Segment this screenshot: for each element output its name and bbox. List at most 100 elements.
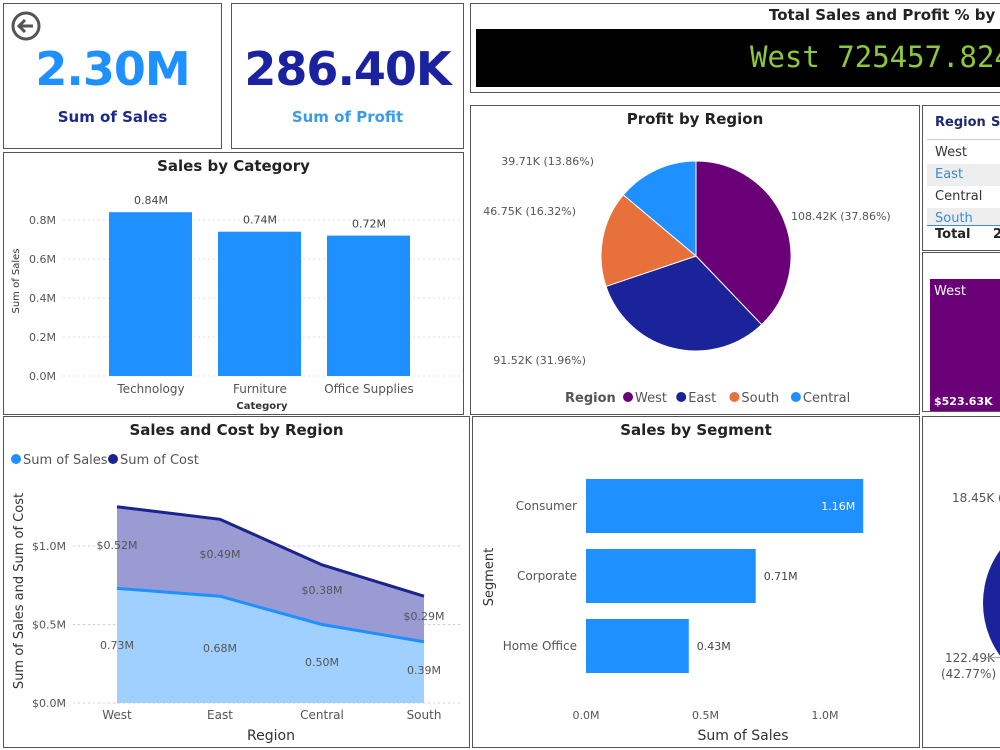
legend-item: Sum of Sales	[23, 453, 108, 468]
pie-slice[interactable]	[983, 513, 1000, 693]
data-label: 0.50M	[305, 656, 339, 669]
y-tick-label: 0.0M	[29, 370, 56, 383]
legend-marker[interactable]	[676, 392, 687, 402]
table-cell: Central	[935, 189, 983, 204]
x-tick-label: West	[102, 708, 132, 722]
y-tick-label: 0.4M	[29, 292, 56, 305]
ticker-title: Total Sales and Profit % by Re	[769, 6, 1000, 24]
x-tick-label: Office Supplies	[324, 382, 414, 396]
legend-marker[interactable]	[108, 454, 118, 464]
treemap-label: West	[934, 284, 966, 299]
data-label: 0.68M	[203, 642, 237, 655]
data-label: $0.29M	[404, 610, 445, 623]
table-total-value: 2	[993, 227, 1000, 242]
data-label: 0.73M	[100, 639, 134, 652]
x-tick-label: South	[407, 708, 442, 722]
legend-item: East	[688, 391, 716, 406]
data-label: 0.43M	[697, 640, 731, 653]
legend-item: West	[635, 391, 667, 406]
partial-pie-panel: 18.45K (6 122.49K (42.77%)	[922, 416, 1000, 748]
legend-marker[interactable]	[11, 454, 21, 464]
pie-slice-west[interactable]	[695, 160, 792, 326]
sales-cost-by-region-chart: $0.0M $0.5M $1.0M $0.52M 0.73M West $0.49M 0.68…	[11, 453, 463, 744]
legend-item: South	[741, 391, 779, 406]
legend-marker[interactable]	[623, 392, 633, 402]
data-label: 1.16M	[821, 500, 855, 513]
table-cell: East	[935, 167, 964, 182]
data-label: 0.71M	[764, 570, 798, 583]
sales-by-category-panel: Sales by Category 0.0M 0.2M 0.4M 0.6M 0.8M 0.…	[3, 152, 464, 415]
bar-consumer[interactable]	[586, 479, 864, 533]
data-label: $0.52M	[97, 539, 138, 552]
table-row[interactable]: South	[927, 208, 1000, 226]
kpi-value: 286.40K	[244, 42, 451, 96]
pie-data-label: 39.71K (13.86%)	[501, 155, 594, 168]
pie-slice-central[interactable]	[622, 160, 697, 258]
legend-title: Region	[565, 391, 616, 406]
data-label: 0.39M	[407, 664, 441, 677]
bar-office-supplies[interactable]	[327, 235, 410, 376]
line-cost[interactable]	[116, 505, 425, 598]
profit-by-region-panel: Profit by Region 108.42K (37.86%) 91.52K …	[470, 105, 920, 415]
y-axis-title: Sum of Sales	[11, 248, 22, 313]
data-label: 0.74M	[243, 214, 277, 227]
x-axis-title: Sum of Sales	[697, 728, 788, 744]
bar-technology[interactable]	[109, 212, 192, 376]
region-table: Region S West East Central South Total 2	[922, 105, 1000, 251]
bar-furniture[interactable]	[218, 231, 301, 376]
treemap-panel: West $523.63K	[922, 252, 1000, 412]
bar-home-office[interactable]	[586, 619, 689, 673]
bar-corporate[interactable]	[586, 549, 756, 603]
x-tick-label: Central	[300, 708, 344, 722]
ticker-panel: Total Sales and Profit % by Re West 7254…	[470, 3, 1000, 93]
kpi-label: Sum of Sales	[57, 108, 168, 126]
pie-data-label: 46.75K (16.32%)	[483, 205, 576, 218]
legend-item: Sum of Cost	[120, 453, 199, 468]
pie-slice-east[interactable]	[605, 255, 763, 352]
pie-data-label: 108.42K (37.86%)	[791, 210, 891, 223]
line-sales[interactable]	[116, 586, 425, 644]
x-tick-label: East	[207, 708, 233, 722]
y-tick-label: 0.2M	[29, 331, 56, 344]
x-axis-title: Category	[236, 401, 288, 412]
chart-title: Sales by Category	[157, 157, 310, 175]
table-row[interactable]: Central	[927, 186, 1000, 208]
y-axis-title: Sum of Sales and Sum of Cost	[12, 493, 27, 689]
data-label: $0.38M	[302, 584, 343, 597]
data-label: 0.84M	[134, 194, 168, 207]
sales-by-segment-panel: Sales by Segment 0.0M 0.5M 1.0M 1.16M Consum…	[472, 416, 920, 748]
x-tick-label: 0.0M	[573, 709, 600, 722]
x-axis-title: Region	[247, 728, 295, 744]
y-axis-title: Segment	[482, 548, 497, 607]
x-tick-label: 1.0M	[812, 709, 839, 722]
treemap-tile-west[interactable]: West $523.63K	[930, 279, 1000, 411]
arrow-left-circle-icon[interactable]	[10, 10, 42, 42]
kpi-card-profit: 286.40K Sum of Profit	[231, 3, 464, 149]
area-sales[interactable]	[117, 588, 424, 703]
legend-marker[interactable]	[729, 392, 740, 402]
table-total-label: Total	[935, 227, 971, 242]
pie-data-label: 91.52K (31.96%)	[493, 354, 586, 367]
table-header-region[interactable]: Region	[935, 115, 986, 130]
legend-marker[interactable]	[790, 392, 801, 402]
y-tick-label: 0.6M	[29, 253, 56, 266]
area-cost[interactable]	[117, 506, 424, 642]
profit-by-region-chart: 108.42K (37.86%) 91.52K (31.96%) 46.75K (1…	[483, 155, 891, 406]
pie-data-label: 122.49K	[945, 651, 995, 665]
pie-data-label: 18.45K (6	[952, 491, 1000, 505]
kpi-label: Sum of Profit	[291, 108, 404, 126]
ticker-band: West 725457.824	[476, 29, 1000, 87]
kpi-card-sales: 2.30M Sum of Sales	[3, 3, 222, 149]
table-row[interactable]: West	[927, 142, 1000, 164]
table-cell: South	[935, 211, 973, 226]
legend-item: Central	[803, 391, 850, 406]
x-tick-label: 0.5M	[692, 709, 719, 722]
y-tick-label: Consumer	[516, 499, 577, 513]
y-tick-label: $1.0M	[32, 540, 66, 553]
chart-title: Profit by Region	[626, 110, 764, 128]
table-header-sales[interactable]: S	[991, 115, 1000, 130]
table-row[interactable]: East	[927, 164, 1000, 186]
y-tick-label: Home Office	[503, 639, 577, 653]
table-cell: West	[935, 145, 967, 160]
pie-slice-south[interactable]	[600, 194, 698, 288]
